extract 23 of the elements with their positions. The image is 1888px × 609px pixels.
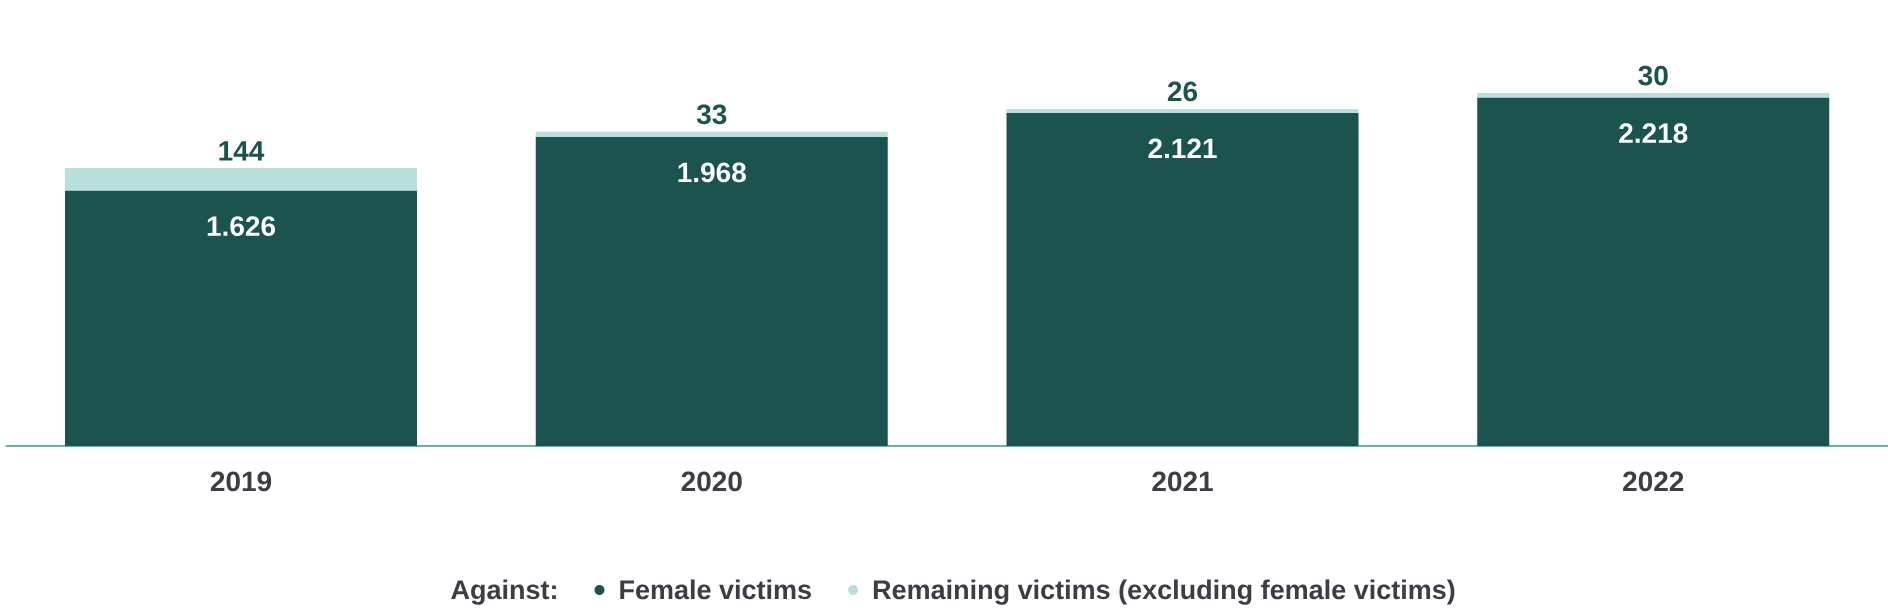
data-label: 26	[1167, 81, 1198, 102]
bar	[1006, 112, 1359, 446]
bar	[535, 131, 888, 138]
bar	[65, 190, 418, 446]
x-tick-label: 2019	[210, 471, 272, 492]
x-tick-label: 2021	[1152, 471, 1213, 492]
legend-label: Female victims	[620, 579, 811, 600]
legend-label: Remaining victims (excluding female victims)	[873, 579, 1455, 605]
data-label: 1.626	[207, 216, 276, 237]
x-tick-label: 2020	[681, 471, 742, 492]
bar	[1006, 108, 1359, 113]
bar	[1477, 97, 1830, 446]
bar	[535, 137, 888, 446]
x-tick-label: 2022	[1623, 471, 1684, 492]
data-label: 30	[1638, 65, 1668, 86]
bar	[65, 168, 418, 191]
data-label: 2.121	[1148, 138, 1217, 159]
bar	[1477, 93, 1830, 98]
data-label: 1.968	[678, 162, 746, 183]
data-label: 2.218	[1619, 123, 1688, 144]
legend-title: Against:	[451, 579, 556, 605]
data-label: 33	[696, 104, 727, 125]
data-label: 144	[219, 141, 265, 161]
